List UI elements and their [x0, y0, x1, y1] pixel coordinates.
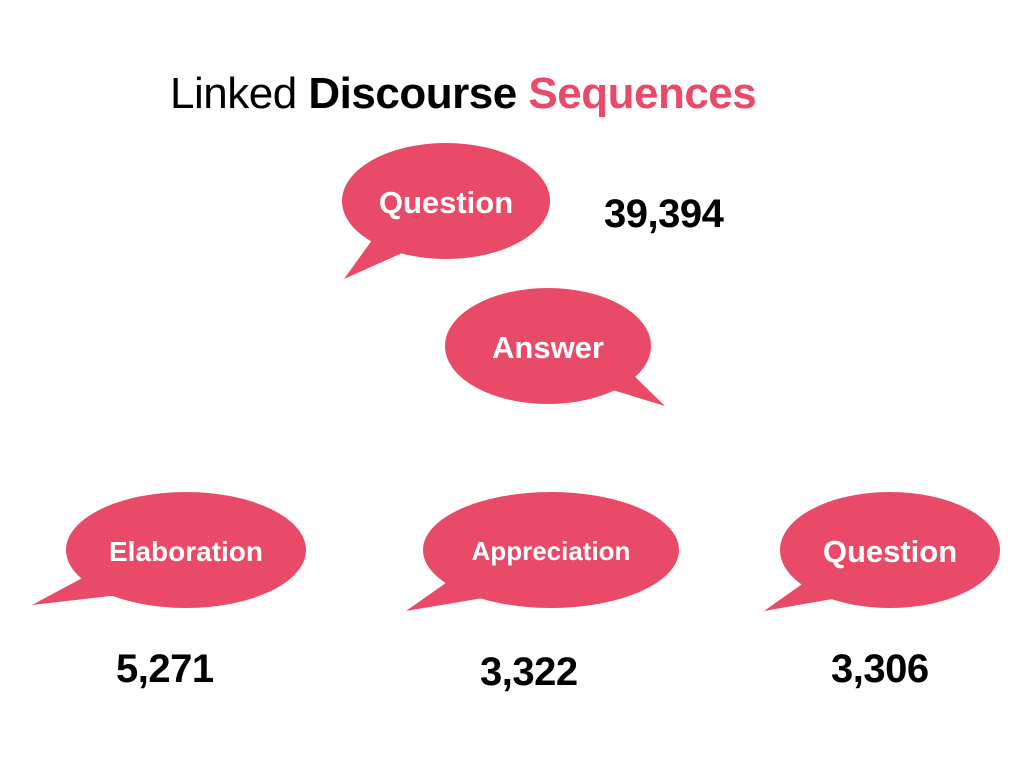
- appreciation-label: Appreciation: [472, 536, 631, 566]
- appreciation-bubble-tail: [406, 580, 495, 611]
- question-bubble-bottom-tail: [764, 580, 850, 611]
- appreciation-count: 3,322: [480, 650, 578, 694]
- question-count-bottom: 3,306: [831, 647, 929, 691]
- appreciation-bubble-body: [423, 492, 679, 608]
- slide-title: Linked Discourse Sequences: [170, 66, 757, 122]
- question-bubble-top-body: [342, 143, 550, 259]
- elaboration-count: 5,271: [116, 647, 214, 691]
- answer-label: Answer: [492, 330, 604, 365]
- elaboration-bubble-body: [66, 492, 306, 608]
- appreciation-bubble: Appreciation: [406, 492, 679, 611]
- answer-bubble-body: [445, 288, 651, 404]
- question-label-top: Question: [379, 185, 513, 220]
- elaboration-bubble-tail: [32, 575, 128, 605]
- question-bubble-top: Question: [342, 143, 550, 279]
- elaboration-bubble: Elaboration: [32, 492, 306, 608]
- question-bubble-bottom-body: [780, 492, 1000, 608]
- question-bubble-bottom: Question: [764, 492, 1000, 611]
- question-count-top: 39,394: [604, 192, 724, 236]
- title-word-linked: Linked: [170, 69, 297, 118]
- answer-bubble: Answer: [445, 288, 665, 406]
- question-label-bottom: Question: [823, 534, 957, 569]
- title-word-sequences: Sequences: [528, 69, 757, 118]
- elaboration-label: Elaboration: [109, 536, 263, 567]
- title-word-discourse: Discourse: [308, 69, 517, 118]
